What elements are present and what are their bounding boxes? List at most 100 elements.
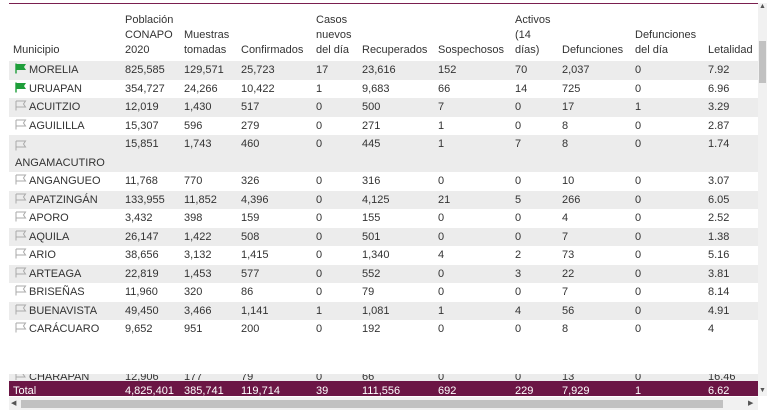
col-header-text: Activos [515,14,551,26]
cell-activos: 2 [511,246,558,265]
cell-activos: 7 [511,135,558,172]
col-header-defunciones[interactable]: Defunciones [558,4,631,61]
cell-activos: 14 [511,79,558,98]
flag-outline-icon [15,266,27,277]
cell-muestras: 129,571 [180,61,237,80]
col-header-text: Municipio [13,44,60,56]
cell-defunciones: 17 [558,98,631,117]
col-header-nuevos[interactable]: Casos nuevos del día [312,4,358,61]
cell-poblacion: 11,960 [121,283,180,302]
cell-muestras: 320 [180,283,237,302]
cell-letalidad: 2.87 [704,116,758,135]
cell-muestras: 596 [180,116,237,135]
table-row: ANGANGUEO 11,768 770 326 0 316 0 0 10 0 3.07 [9,172,758,191]
municipio-name: APORO [29,212,69,224]
partial-letalidad: 16.46 [704,374,758,382]
flag-outline-icon [15,99,27,111]
col-header-activos[interactable]: Activos (14 días) [511,4,558,61]
horizontal-scrollbar[interactable]: ◀ ▶ [9,397,758,410]
partial-def-dia: 0 [631,374,704,382]
cell-municipio: ACUITZIO [9,98,121,117]
table-row: URUAPAN 354,727 24,266 10,422 1 9,683 66 14 725 0… [9,79,758,98]
scroll-right-icon[interactable]: ▶ [748,400,754,407]
scroll-up-icon[interactable]: ▲ [759,3,766,10]
total-letalidad: 6.62 [708,385,730,396]
cell-sospechosos: 7 [434,98,511,117]
partial-defunciones: 13 [558,374,631,382]
cell-defunciones: 8 [558,320,631,339]
col-header-text: Defunciones [635,29,697,41]
cell-confirmados: 460 [237,135,312,172]
col-header-sospechosos[interactable]: Sospechosos [434,4,511,61]
municipios-table: Municipio Población CONAPO 2020 Muestras toma… [9,4,758,339]
cell-letalidad: 6.05 [704,190,758,209]
col-header-text: del día [635,44,669,56]
cell-nuevos: 0 [312,116,358,135]
municipio-name: APATZINGÁN [29,193,98,206]
scroll-down-icon[interactable]: ▼ [759,387,766,394]
cell-letalidad: 4 [704,320,758,339]
cell-activos: 5 [511,190,558,209]
flag-outline-icon [15,247,27,259]
table-row: CARÁCUARO 9,652 951 200 0 192 0 0 8 0 4 [9,320,758,339]
table-row: ARIO 38,656 3,132 1,415 0 1,340 4 2 73 0 5.16 [9,246,758,265]
cell-nuevos: 1 [312,301,358,320]
cell-sospechosos: 1 [434,135,511,172]
flag-outline-icon [15,284,27,296]
municipio-name: BRISEÑAS [29,286,85,298]
cell-def-dia: 1 [631,98,704,117]
cell-sospechosos: 152 [434,61,511,80]
cell-poblacion: 9,652 [121,320,180,339]
cell-def-dia: 0 [631,227,704,246]
flag-outline-icon [15,139,27,151]
table-row: ARTEAGA 22,819 1,453 577 0 552 0 3 22 0 3.81 [9,264,758,283]
cell-muestras: 1,430 [180,98,237,117]
cell-nuevos: 0 [312,246,358,265]
vertical-scroll-thumb[interactable] [759,41,766,83]
cell-sospechosos: 0 [434,227,511,246]
cell-activos: 3 [511,264,558,283]
col-header-municipio[interactable]: Municipio [9,4,121,61]
col-header-text: CONAPO [125,29,173,41]
partial-row: CHARAPAN 12,906 177 79 0 66 0 0 13 0 16.… [9,374,758,382]
partial-recuperados: 66 [358,374,434,382]
col-header-muestras[interactable]: Muestras tomadas [180,4,237,61]
col-header-def-dia[interactable]: Defunciones del día [631,4,704,61]
cell-muestras: 24,266 [180,79,237,98]
col-header-poblacion[interactable]: Población CONAPO 2020 [121,4,180,61]
cell-municipio: AGUILILLA [9,116,121,135]
col-header-recuperados[interactable]: Recuperados [358,4,434,61]
cell-defunciones: 725 [558,79,631,98]
municipio-name: ANGAMACUTIRO [15,157,105,169]
cell-defunciones: 56 [558,301,631,320]
cell-muestras: 11,852 [180,190,237,209]
col-header-text: Población [125,14,174,26]
partial-activos: 0 [511,374,558,382]
cell-letalidad: 7.92 [704,61,758,80]
cell-nuevos: 0 [312,135,358,172]
cell-sospechosos: 21 [434,190,511,209]
col-header-text: 2020 [125,44,150,56]
cell-recuperados: 192 [358,320,434,339]
cell-muestras: 770 [180,172,237,191]
col-header-confirmados[interactable]: Confirmados [237,4,312,61]
cell-confirmados: 279 [237,116,312,135]
municipio-name: ANGANGUEO [29,175,101,187]
col-header-text: Letalidad [708,44,753,56]
total-def-dia: 1 [635,385,642,396]
flag-outline-icon [15,210,27,222]
horizontal-scroll-thumb[interactable] [21,400,723,408]
cell-activos: 70 [511,61,558,80]
cell-confirmados: 508 [237,227,312,246]
vertical-scrollbar[interactable]: ▲ ▼ [758,3,767,396]
cell-letalidad: 4.91 [704,301,758,320]
cell-recuperados: 4,125 [358,190,434,209]
total-poblacion: 4,825,401 [125,385,174,396]
cell-recuperados: 79 [358,283,434,302]
cell-recuperados: 501 [358,227,434,246]
partial-municipio: CHARAPAN [9,374,121,382]
cell-confirmados: 4,396 [237,190,312,209]
col-header-letalidad[interactable]: Letalidad [704,4,758,61]
scroll-left-icon[interactable]: ◀ [11,400,17,407]
cell-letalidad: 1.38 [704,227,758,246]
